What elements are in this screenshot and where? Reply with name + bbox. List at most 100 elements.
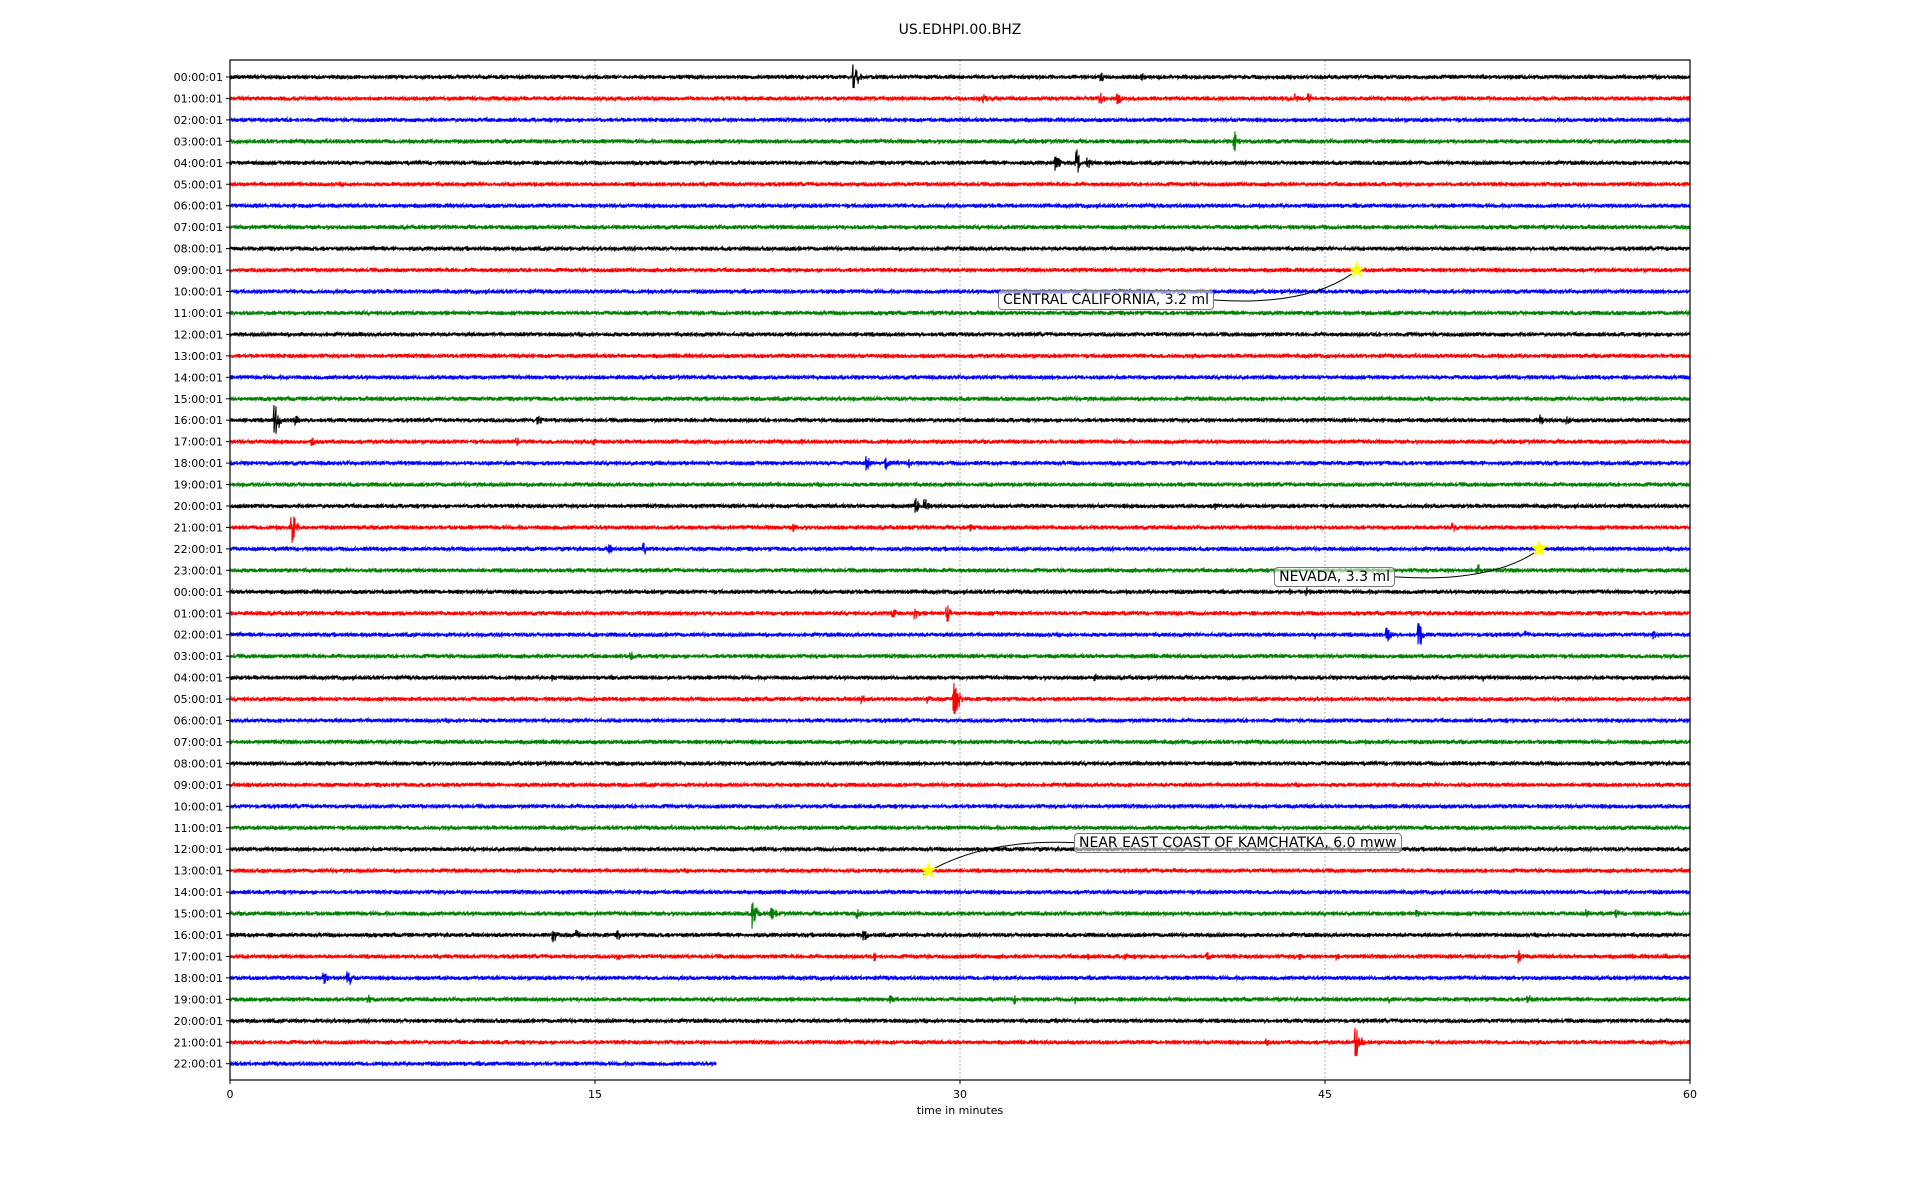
x-tick-label: 60 xyxy=(1683,1088,1697,1101)
event-annotation-label: CENTRAL CALIFORNIA, 3.2 ml xyxy=(997,290,1214,311)
trace-row xyxy=(229,373,1691,382)
trace-row xyxy=(229,244,1691,253)
trace-row xyxy=(229,180,1691,189)
trace-row xyxy=(229,266,1691,274)
y-tick-label: 04:00:01 xyxy=(174,672,223,685)
y-tick-label: 16:00:01 xyxy=(174,929,223,942)
trace-row xyxy=(229,716,1691,725)
y-tick-label: 02:00:01 xyxy=(174,629,223,642)
trace-row xyxy=(229,201,1691,210)
x-tick-label: 15 xyxy=(588,1088,602,1101)
y-tick-label: 14:00:01 xyxy=(174,371,223,384)
trace-row xyxy=(229,950,1691,964)
trace-row xyxy=(229,223,1691,232)
y-tick-label: 12:00:01 xyxy=(174,328,223,341)
annotation-connector xyxy=(923,841,1075,876)
trace-row xyxy=(229,149,1691,173)
trace-row xyxy=(229,480,1691,489)
y-tick-label: 07:00:01 xyxy=(174,221,223,234)
trace-row xyxy=(229,759,1691,768)
x-axis-label: time in minutes xyxy=(917,1104,1004,1117)
y-tick-label: 06:00:01 xyxy=(174,200,223,213)
trace-row xyxy=(229,564,1691,575)
trace-row xyxy=(229,498,1691,513)
trace-row xyxy=(229,330,1691,339)
trace-row xyxy=(229,115,1691,124)
trace-row xyxy=(229,456,1691,471)
y-tick-label: 09:00:01 xyxy=(174,779,223,792)
y-tick-label: 13:00:01 xyxy=(174,865,223,878)
y-tick-label: 11:00:01 xyxy=(174,307,223,320)
trace-row xyxy=(229,287,1691,296)
trace-row xyxy=(229,888,1691,897)
trace-row xyxy=(229,1027,1691,1057)
y-tick-label: 07:00:01 xyxy=(174,736,223,749)
x-tick-label: 45 xyxy=(1318,1088,1332,1101)
trace-row xyxy=(229,866,1691,875)
trace-row xyxy=(229,1059,717,1068)
trace-row xyxy=(229,651,1691,661)
trace-row xyxy=(229,351,1691,360)
trace-row xyxy=(229,738,1691,746)
trace-row xyxy=(229,516,1691,543)
y-tick-label: 19:00:01 xyxy=(174,479,223,492)
y-tick-label: 20:00:01 xyxy=(174,1015,223,1028)
trace-row xyxy=(229,802,1691,811)
y-tick-label: 23:00:01 xyxy=(174,564,223,577)
y-tick-label: 01:00:01 xyxy=(174,92,223,105)
trace-row xyxy=(229,971,1691,985)
y-tick-label: 21:00:01 xyxy=(174,521,223,534)
y-tick-label: 14:00:01 xyxy=(174,886,223,899)
y-tick-label: 11:00:01 xyxy=(174,822,223,835)
event-star-marker xyxy=(919,861,937,878)
trace-row xyxy=(229,437,1691,446)
trace-row xyxy=(229,131,1691,152)
y-tick-label: 21:00:01 xyxy=(174,1036,223,1049)
trace-row xyxy=(229,823,1691,832)
y-tick-label: 03:00:01 xyxy=(174,135,223,148)
y-tick-label: 17:00:01 xyxy=(174,436,223,449)
y-tick-label: 16:00:01 xyxy=(174,414,223,427)
y-tick-label: 08:00:01 xyxy=(174,243,223,256)
y-tick-label: 10:00:01 xyxy=(174,286,223,299)
event-annotation-label: NEAR EAST COAST OF KAMCHATKA, 6.0 mww xyxy=(1074,832,1402,853)
event-annotation-label: NEVADA, 3.3 ml xyxy=(1274,566,1395,587)
trace-row xyxy=(229,605,1691,622)
y-tick-label: 17:00:01 xyxy=(174,950,223,963)
annotation-connector xyxy=(1394,552,1535,579)
y-tick-label: 18:00:01 xyxy=(174,972,223,985)
event-star-marker xyxy=(1348,261,1366,278)
trace-row xyxy=(229,92,1691,105)
y-tick-label: 00:00:01 xyxy=(174,586,223,599)
trace-row xyxy=(229,64,1691,89)
y-tick-label: 18:00:01 xyxy=(174,457,223,470)
y-tick-label: 04:00:01 xyxy=(174,157,223,170)
trace-row xyxy=(229,682,1691,714)
event-star-marker xyxy=(1530,539,1548,557)
y-tick-label: 03:00:01 xyxy=(174,650,223,663)
y-tick-label: 08:00:01 xyxy=(174,757,223,770)
x-tick-label: 0 xyxy=(227,1088,234,1101)
trace-row xyxy=(229,845,1691,854)
y-tick-label: 09:00:01 xyxy=(174,264,223,277)
trace-row xyxy=(229,994,1691,1005)
trace-row xyxy=(229,405,1691,434)
y-tick-label: 05:00:01 xyxy=(174,693,223,706)
chart-title: US.EDHPI.00.BHZ xyxy=(898,22,1022,38)
y-tick-label: 22:00:01 xyxy=(174,543,223,556)
trace-row xyxy=(229,929,1691,943)
y-tick-label: 06:00:01 xyxy=(174,715,223,728)
y-tick-label: 10:00:01 xyxy=(174,800,223,813)
y-tick-label: 02:00:01 xyxy=(174,114,223,127)
y-tick-label: 22:00:01 xyxy=(174,1058,223,1071)
trace-row xyxy=(229,587,1691,597)
trace-row xyxy=(229,673,1691,682)
y-tick-label: 19:00:01 xyxy=(174,993,223,1006)
annotation-connector xyxy=(1213,273,1352,302)
trace-row xyxy=(229,1016,1691,1025)
y-tick-label: 01:00:01 xyxy=(174,607,223,620)
trace-row xyxy=(229,309,1691,317)
trace-row xyxy=(229,623,1691,645)
x-tick-label: 30 xyxy=(953,1088,967,1101)
